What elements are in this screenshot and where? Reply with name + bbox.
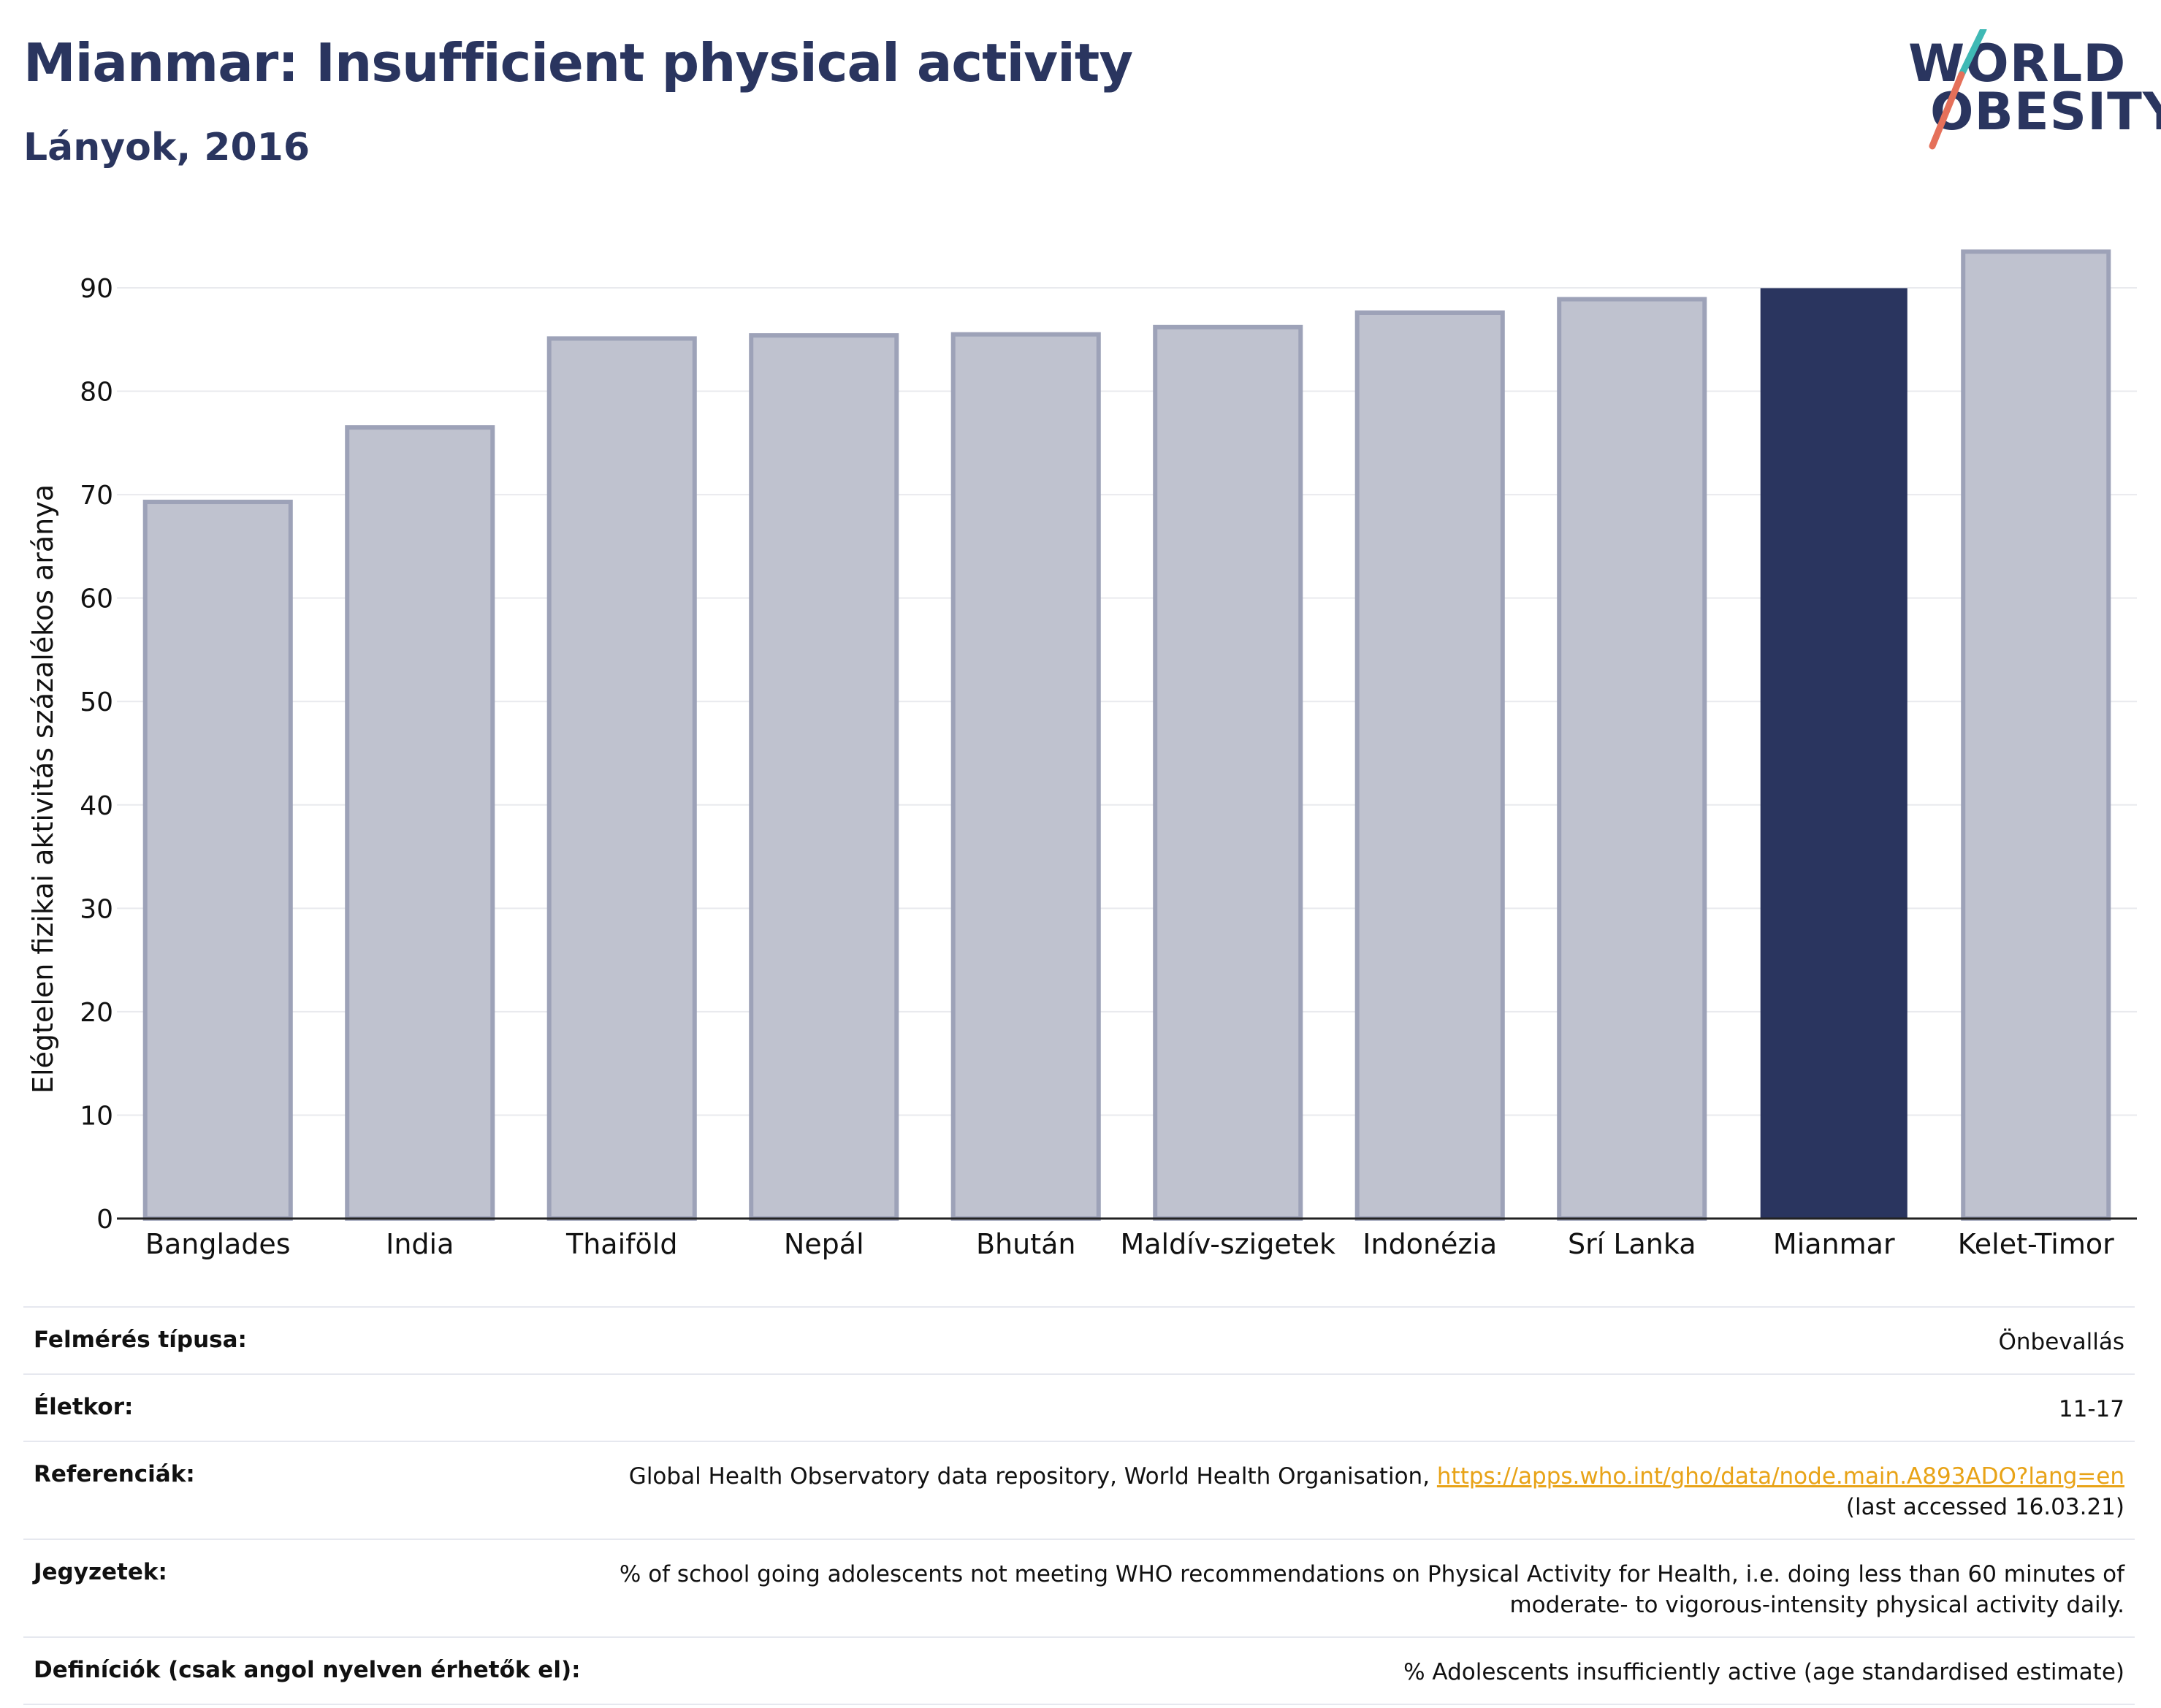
chart-subtitle: Lányok, 2016 [23, 126, 310, 169]
info-value: % Adolescents insufficiently active (age… [1403, 1659, 2124, 1685]
y-tick-label: 30 [80, 894, 113, 924]
y-tick-label: 20 [80, 998, 113, 1028]
x-tick-label: Nepál [784, 1228, 864, 1260]
info-value: Önbevallás [1998, 1329, 2124, 1355]
x-axis: Banglades India Thaiföld Nepál Bhután Maldív-… [117, 1217, 2137, 1260]
x-tick-label: India [386, 1228, 454, 1260]
logo-line-obesity: OBESITY [1930, 82, 2161, 142]
reference-text: Global Health Observatory data repositor… [628, 1463, 1437, 1490]
bars [142, 249, 2111, 1221]
bar-mianmar [1760, 288, 1907, 1220]
bar-sr-lanka [1557, 297, 1707, 1221]
info-table: Felmérés típusa: Önbevallás Életkor: 11-17 R… [23, 1306, 2135, 1705]
y-tick-label: 70 [80, 481, 113, 511]
x-tick-label: Maldív-szigetek [1120, 1228, 1335, 1260]
x-tick-label: Mianmar [1773, 1228, 1895, 1260]
bar-chart: Banglades India Thaiföld Nepál Bhután Maldív-… [27, 249, 2137, 1260]
bar-india [345, 425, 495, 1221]
info-label: Referenciák: [34, 1461, 195, 1487]
info-value: 11-17 [2058, 1396, 2124, 1422]
y-tick-label: 0 [96, 1205, 113, 1235]
y-tick-label: 90 [80, 274, 113, 304]
x-tick-label: Thaiföld [565, 1228, 677, 1260]
info-value: Global Health Observatory data repositor… [629, 1461, 2124, 1522]
y-tick-label: 60 [80, 584, 113, 614]
x-tick-label: Bhután [976, 1228, 1076, 1260]
y-tick-label: 80 [80, 378, 113, 408]
x-tick-label: Kelet-Timor [1958, 1228, 2114, 1260]
y-tick-label: 50 [80, 687, 113, 717]
x-tick-label: Banglades [145, 1228, 291, 1260]
logo-slash-icon [1929, 29, 1987, 150]
y-axis: 0 10 20 30 40 50 60 70 80 90 [80, 274, 113, 1235]
bar-mald-v-szigetek [1153, 324, 1303, 1221]
bar-indon-zia [1354, 310, 1505, 1221]
bar-nep-l [749, 333, 899, 1221]
y-tick-label: 10 [80, 1101, 113, 1131]
info-row: Jegyzetek: % of school going adolescents … [23, 1539, 2135, 1636]
bar-bhut-n [950, 332, 1101, 1221]
x-tick-label: Srí Lanka [1568, 1228, 1696, 1260]
info-label: Felmérés típusa: [34, 1327, 247, 1353]
info-label: Definíciók (csak angol nyelven érhetők e… [34, 1657, 581, 1683]
info-label: Jegyzetek: [34, 1559, 167, 1585]
y-tick-label: 40 [80, 791, 113, 821]
x-tick-label: Indonézia [1362, 1228, 1497, 1260]
bar-banglades [142, 500, 293, 1221]
world-obesity-logo: WORLD OBESITY [1907, 29, 2161, 161]
info-row: Életkor: 11-17 [23, 1373, 2135, 1441]
bar-kelet-timor [1961, 249, 2111, 1221]
info-row: Referenciák: Global Health Observatory da… [23, 1441, 2135, 1539]
info-row: Definíciók (csak angol nyelven érhetők e… [23, 1636, 2135, 1705]
y-axis-label: Elégtelen fizikai aktivitás százalékos a… [27, 484, 59, 1094]
info-row: Felmérés típusa: Önbevallás [23, 1306, 2135, 1373]
reference-link[interactable]: https://apps.who.int/gho/data/node.main.… [1436, 1463, 2124, 1490]
bar-thaif-ld [546, 336, 697, 1221]
logo-line-world: WORLD [1908, 34, 2127, 94]
reference-accessed: (last accessed 16.03.21) [1845, 1494, 2124, 1520]
info-label: Életkor: [34, 1394, 134, 1420]
info-value: % of school going adolescents not meetin… [619, 1561, 2124, 1618]
chart-title: Mianmar: Insufficient physical activity [23, 32, 1133, 94]
